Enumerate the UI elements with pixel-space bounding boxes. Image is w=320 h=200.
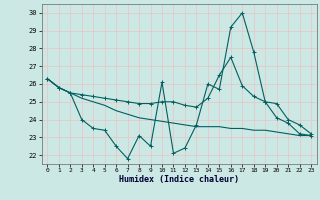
X-axis label: Humidex (Indice chaleur): Humidex (Indice chaleur) [119, 175, 239, 184]
